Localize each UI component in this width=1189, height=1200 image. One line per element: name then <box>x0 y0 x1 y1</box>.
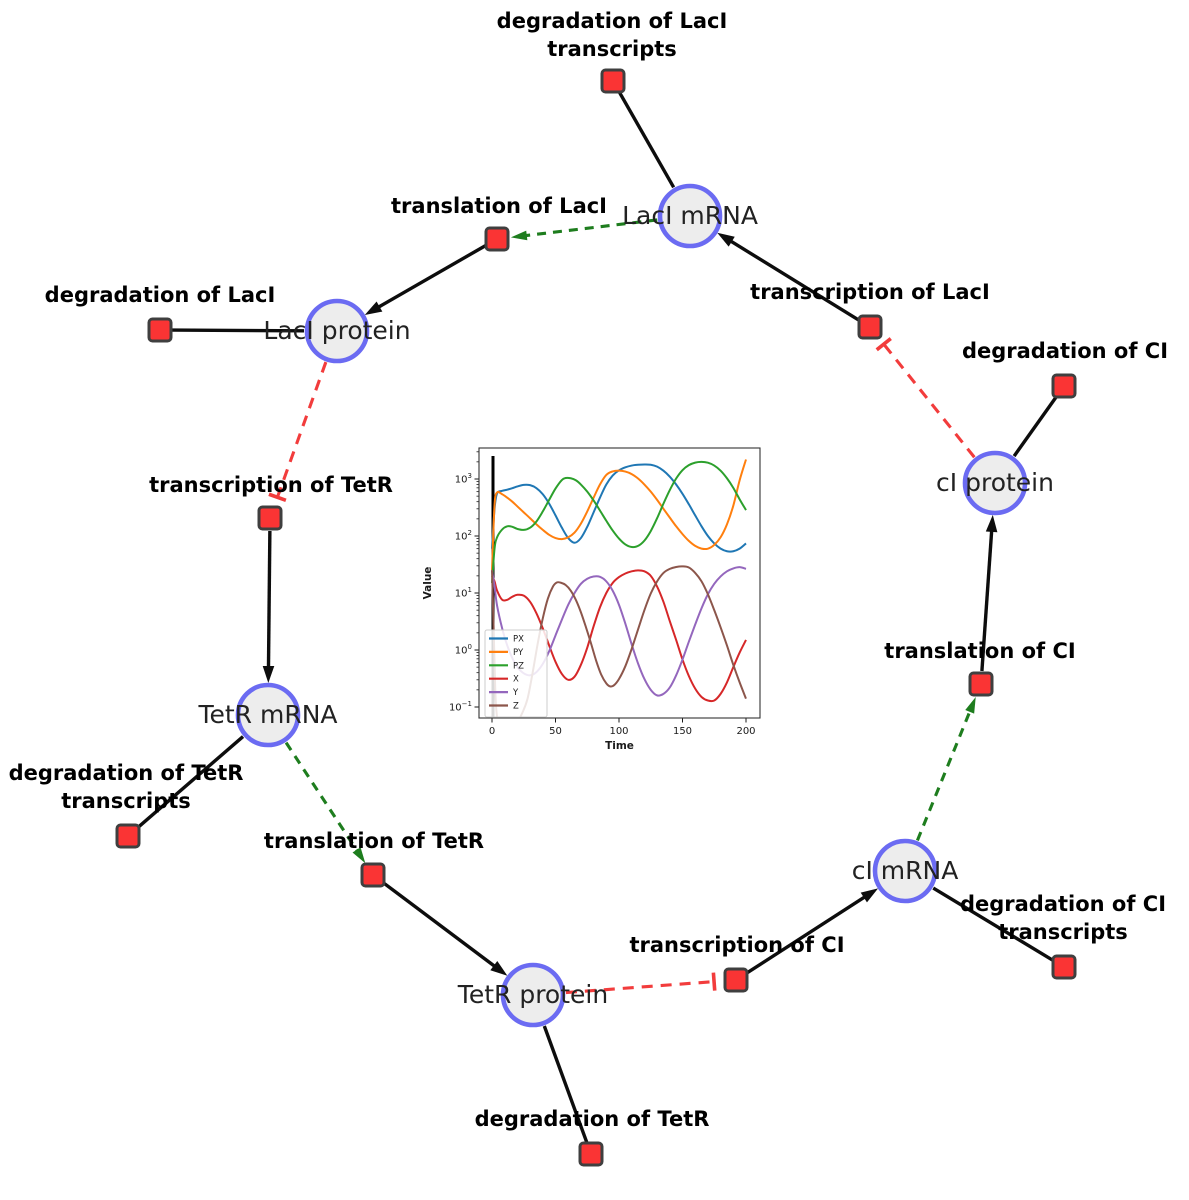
y-tick-label: 10−1 <box>449 700 472 714</box>
reaction-label-deg_tetr_tx: degradation of TetR transcripts <box>9 761 244 813</box>
x-tick-label: 100 <box>609 726 628 737</box>
modifier-arrowhead <box>510 230 528 241</box>
y-tick-label: 100 <box>455 643 472 657</box>
modifier-arrowhead <box>352 847 366 864</box>
species-node-tetr_mrna <box>235 682 301 748</box>
edge-consumption-tetr_mrna-deg_tetr_tx <box>135 735 245 830</box>
y-tick-label: 102 <box>455 529 472 543</box>
edge-modifier-ci_mrna-transl_ci <box>915 696 976 842</box>
reaction-label-deg_ci_tx: degradation of CI transcripts <box>960 892 1166 944</box>
arrowhead <box>262 665 275 684</box>
y-tick-label: 103 <box>455 472 472 486</box>
edge-production-transl_laci-laci_protein <box>364 244 487 316</box>
reaction-label-txn_laci: transcription of LacI <box>750 280 990 304</box>
edge-inhibition-ci_protein-txn_laci <box>875 337 976 459</box>
arrowhead <box>717 232 735 247</box>
y-tick-label: 101 <box>455 586 472 600</box>
legend-label-PX: PX <box>513 635 524 645</box>
edge-consumption-ci_protein-deg_ci <box>1012 394 1059 458</box>
edge-consumption-laci_protein-deg_laci <box>171 328 305 333</box>
reaction-node-txn_tetr <box>257 505 283 531</box>
x-tick-label: 0 <box>489 726 495 737</box>
species-label-laci_mrna: LacI mRNA <box>622 201 758 230</box>
chart-frame <box>478 447 761 719</box>
edge-production-txn_laci-laci_mrna <box>717 232 860 322</box>
species-node-tetr_protein <box>500 962 566 1028</box>
species-node-ci_mrna <box>872 838 938 904</box>
series-line-PZ <box>491 460 747 584</box>
modifier-arrowhead <box>965 696 976 714</box>
nodes-layer <box>115 68 1077 1167</box>
reaction-node-txn_laci <box>857 314 883 340</box>
chart-series-group <box>491 456 747 718</box>
chart-legend: PX PY PZ XYZ <box>484 629 548 718</box>
edge-consumption-tetr_protein-deg_tetr <box>542 1025 589 1144</box>
inhibition-tee <box>268 492 287 503</box>
reaction-label-txn_tetr: transcription of TetR <box>149 473 393 497</box>
reaction-node-transl_ci <box>968 671 994 697</box>
species-label-laci_protein: LacI protein <box>263 316 410 345</box>
edge-production-txn_ci-ci_mrna <box>746 888 879 975</box>
series-line-PY <box>491 459 747 571</box>
x-tick-label: 200 <box>736 726 755 737</box>
legend-label-PZ: PZ <box>513 661 524 671</box>
species-node-ci_protein <box>962 450 1028 516</box>
reaction-node-deg_tetr_tx <box>115 823 141 849</box>
legend-label-Y: Y <box>512 688 519 698</box>
edge-consumption-ci_mrna-deg_ci_tx <box>932 886 1055 963</box>
edge-modifier-tetr_mrna-transl_tetr <box>284 741 366 864</box>
reaction-node-deg_ci <box>1051 373 1077 399</box>
reaction-node-deg_laci_tx <box>600 68 626 94</box>
reaction-label-transl_ci: translation of CI <box>884 639 1075 663</box>
reaction-label-deg_ci: degradation of CI <box>962 339 1168 363</box>
x-axis-label: Time <box>605 740 634 752</box>
reaction-label-deg_laci_tx: degradation of LacI transcripts <box>497 9 728 61</box>
edge-modifier-laci_mrna-transl_laci <box>510 218 658 241</box>
series-line-PX <box>491 463 747 553</box>
edge-production-txn_tetr-tetr_mrna <box>262 530 275 684</box>
reaction-label-txn_ci: transcription of CI <box>629 933 844 957</box>
edge-consumption-laci_mrna-deg_laci_tx <box>617 90 676 189</box>
species-label-ci_protein: cI protein <box>936 468 1054 497</box>
arrowhead <box>985 514 998 533</box>
reaction-node-txn_ci <box>723 967 749 993</box>
inhibition-tee <box>711 972 717 991</box>
legend-label-Z: Z <box>513 702 519 712</box>
x-tick-label: 50 <box>549 726 562 737</box>
reaction-label-deg_tetr: degradation of TetR <box>475 1107 710 1131</box>
reaction-node-deg_tetr <box>578 1141 604 1167</box>
species-node-laci_mrna <box>657 183 723 249</box>
species-node-laci_protein <box>304 298 370 364</box>
series-line-X <box>491 569 747 703</box>
edge-production-transl_ci-ci_protein <box>980 514 998 672</box>
reaction-label-deg_laci: degradation of LacI <box>45 283 276 307</box>
edge-inhibition-tetr_protein-txn_ci <box>565 972 717 995</box>
legend-label-X: X <box>513 675 519 685</box>
species-label-tetr_protein: TetR protein <box>457 980 608 1009</box>
reaction-label-transl_laci: translation of LacI <box>391 194 607 218</box>
x-tick-label: 150 <box>673 726 692 737</box>
edge-production-transl_tetr-tetr_protein <box>382 881 508 976</box>
edge-inhibition-laci_protein-txn_tetr <box>268 361 328 503</box>
species-label-tetr_mrna: TetR mRNA <box>197 700 337 729</box>
reaction-node-deg_laci <box>147 317 173 343</box>
y-axis-label: Value <box>422 567 434 600</box>
species-label-ci_mrna: cI mRNA <box>852 856 959 885</box>
edges-layer <box>135 90 1059 1144</box>
reaction-node-transl_laci <box>484 226 510 252</box>
arrowhead <box>490 960 508 976</box>
arrowhead <box>364 301 383 316</box>
arrowhead <box>860 888 879 903</box>
reaction-label-transl_tetr: translation of TetR <box>264 829 484 853</box>
reaction-node-deg_ci_tx <box>1051 954 1077 980</box>
inhibition-tee <box>875 337 892 352</box>
legend-label-PY: PY <box>513 648 524 658</box>
labels-layer: degradation of LacI transcripts translatio… <box>9 9 1168 1131</box>
reaction-node-transl_tetr <box>360 862 386 888</box>
